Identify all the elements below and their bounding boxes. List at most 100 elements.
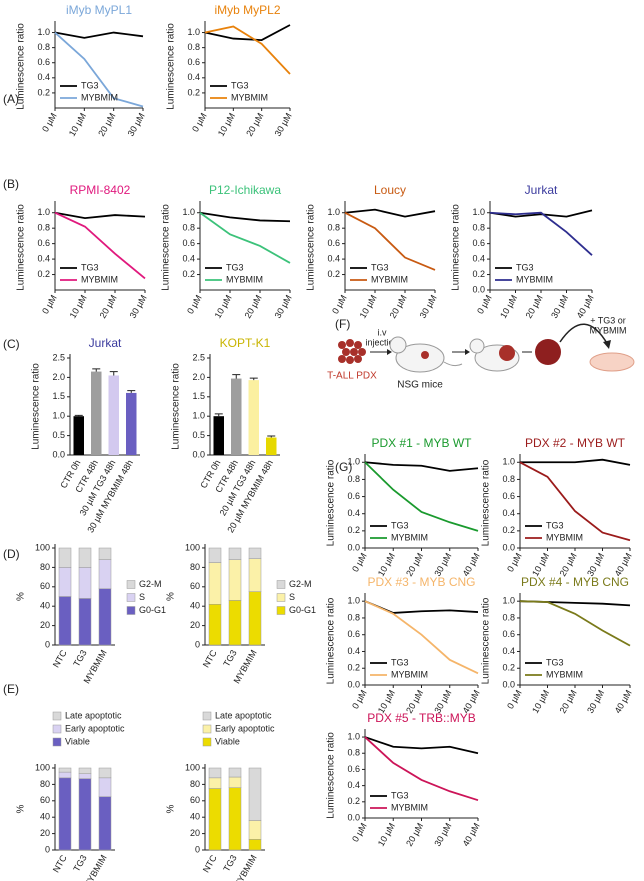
y-tick-label: 80 bbox=[190, 779, 200, 789]
y-tick-label: 80 bbox=[190, 562, 200, 572]
legend-label: Late apoptotic bbox=[65, 710, 122, 720]
y-axis-label: Luminescence ratio bbox=[326, 459, 337, 546]
y-axis-label: Luminescence ratio bbox=[166, 23, 177, 110]
legend-label: MYBMIM bbox=[391, 669, 428, 679]
y-tick-label: 0.8 bbox=[37, 42, 50, 52]
legend-label: MYBMIM bbox=[516, 274, 553, 284]
x-tick-label: 10 µM bbox=[530, 688, 551, 715]
x-tick-label: TG3 bbox=[221, 853, 238, 873]
series-line bbox=[199, 211, 291, 223]
mice-label: NSG mice bbox=[397, 380, 443, 391]
bar-segment bbox=[98, 796, 112, 851]
y-tick-label: 0.4 bbox=[502, 508, 515, 518]
legend-label: S bbox=[139, 592, 145, 602]
y-tick-label: 40 bbox=[190, 601, 200, 611]
y-axis-label: Luminescence ratio bbox=[16, 23, 27, 110]
legend-swatch bbox=[202, 711, 212, 721]
x-tick-label: 10 µM bbox=[67, 111, 88, 138]
x-tick-label: 20 µM bbox=[244, 111, 265, 138]
y-axis-label: Luminescence ratio bbox=[161, 204, 172, 291]
y-tick-label: 0.0 bbox=[347, 679, 360, 689]
x-tick-label: 20 µM bbox=[388, 293, 409, 320]
y-tick-label: 100 bbox=[185, 762, 200, 772]
y-tick-label: 1.0 bbox=[502, 457, 515, 467]
error-bar bbox=[109, 371, 118, 376]
panel-label: (A) bbox=[3, 92, 19, 106]
y-tick-label: 1.5 bbox=[192, 391, 205, 401]
x-tick-label: 0 µM bbox=[505, 551, 524, 573]
series-line bbox=[344, 208, 436, 218]
chart-title: iMyb MyPL1 bbox=[66, 3, 132, 17]
arrow-label: i.v bbox=[378, 327, 388, 337]
x-tick-label: 0 µM bbox=[475, 293, 494, 315]
bar bbox=[73, 416, 84, 455]
y-tick-label: 0.4 bbox=[347, 646, 360, 656]
series-line bbox=[489, 209, 593, 218]
y-tick-label: 100 bbox=[35, 762, 50, 772]
treatment-label: + TG3 or bbox=[590, 315, 626, 325]
y-tick-label: 0.2 bbox=[472, 269, 485, 279]
chart-title: KOPT-K1 bbox=[220, 336, 271, 350]
y-tick-label: 0.2 bbox=[347, 796, 360, 806]
chart-title: Jurkat bbox=[89, 336, 122, 350]
mouse bbox=[389, 336, 463, 373]
y-tick-label: 60 bbox=[40, 795, 50, 805]
y-tick-label: 0.4 bbox=[37, 72, 50, 82]
x-tick-label: 40 µM bbox=[461, 821, 482, 848]
y-tick-label: 0.4 bbox=[187, 72, 200, 82]
y-axis-label: Luminescence ratio bbox=[481, 597, 492, 684]
error-bar bbox=[232, 374, 241, 379]
x-tick-label: 20 µM bbox=[558, 688, 579, 715]
bar-segment bbox=[208, 777, 222, 789]
legend-swatch bbox=[202, 737, 212, 747]
y-axis-label: Luminescence ratio bbox=[31, 363, 42, 450]
y-tick-label: 0.8 bbox=[347, 612, 360, 622]
y-tick-label: 0 bbox=[195, 844, 200, 854]
x-tick-label: TG3 bbox=[71, 853, 88, 873]
bar-segment bbox=[58, 567, 72, 597]
x-tick-label: 30 µM bbox=[432, 551, 453, 578]
legend-label: MYBMIM bbox=[81, 274, 118, 284]
bar-segment bbox=[248, 820, 262, 840]
bar-segment bbox=[78, 567, 92, 599]
y-tick-label: 0.2 bbox=[347, 663, 360, 673]
bar bbox=[266, 437, 277, 455]
legend-label: TG3 bbox=[546, 520, 564, 530]
y-tick-label: 0.2 bbox=[187, 87, 200, 97]
legend-swatch bbox=[126, 606, 136, 615]
y-tick-label: 80 bbox=[40, 562, 50, 572]
y-tick-label: 0.6 bbox=[502, 491, 515, 501]
bar-segment bbox=[208, 604, 222, 646]
y-tick-label: 1.0 bbox=[327, 207, 340, 217]
x-tick-label: 40 µM bbox=[613, 688, 634, 715]
legend-label: MYBMIM bbox=[546, 532, 583, 542]
y-tick-label: 2.5 bbox=[52, 352, 65, 362]
bar-segment bbox=[98, 767, 112, 779]
bar-segment bbox=[208, 767, 222, 779]
y-tick-label: 40 bbox=[40, 601, 50, 611]
y-tick-label: 100 bbox=[35, 542, 50, 552]
legend-label: MYBMIM bbox=[231, 92, 268, 102]
y-tick-label: 0.8 bbox=[502, 474, 515, 484]
y-tick-label: 0.8 bbox=[502, 612, 515, 622]
y-tick-label: 60 bbox=[190, 581, 200, 591]
x-tick-label: 0 µM bbox=[40, 293, 59, 315]
arrow-head bbox=[603, 340, 611, 349]
y-axis-label: % bbox=[16, 804, 27, 813]
y-tick-label: 0.0 bbox=[502, 542, 515, 552]
bar-segment bbox=[58, 767, 72, 773]
y-tick-label: 0.2 bbox=[502, 525, 515, 535]
y-axis-label: Luminescence ratio bbox=[326, 732, 337, 819]
y-tick-label: 0.0 bbox=[502, 679, 515, 689]
y-axis-label: % bbox=[16, 592, 27, 601]
legend-label: TG3 bbox=[371, 262, 389, 272]
x-tick-label: 0 µM bbox=[190, 111, 209, 133]
x-tick-label: 10 µM bbox=[530, 551, 551, 578]
legend-label: G0-G1 bbox=[139, 605, 166, 615]
chart-title: RPMI-8402 bbox=[70, 183, 131, 197]
panel-label: (C) bbox=[3, 337, 20, 351]
legend-label: MYBMIM bbox=[226, 274, 263, 284]
y-tick-label: 0.8 bbox=[37, 223, 50, 233]
x-tick-label: 0 µM bbox=[40, 111, 59, 133]
